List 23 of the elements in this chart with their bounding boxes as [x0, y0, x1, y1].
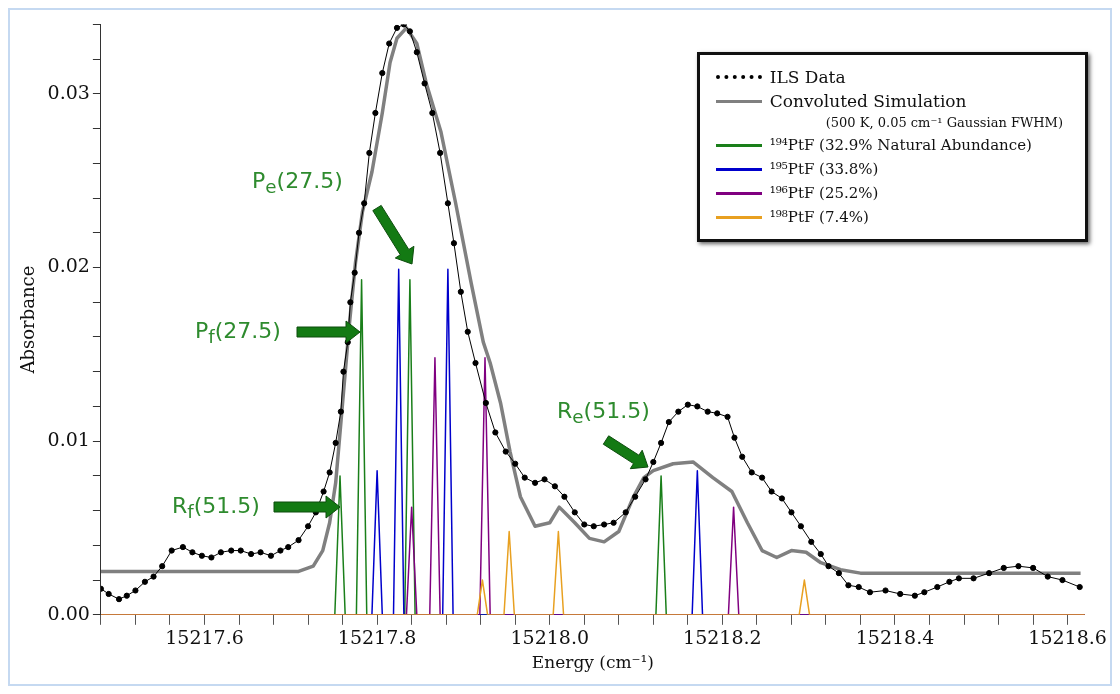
- legend-label: Convoluted Simulation: [769, 90, 967, 113]
- x-tick-label: 15218.2: [683, 626, 762, 649]
- y-tick-label: 0.02: [47, 254, 90, 277]
- legend-label: ¹⁹⁵PtF (33.8%): [769, 159, 879, 180]
- x-tick-label: 15218.6: [1028, 626, 1107, 649]
- x-tick-label: 15218.0: [510, 626, 590, 649]
- annotation: R$_{f}$(51.5): [172, 492, 260, 527]
- x-axis-title: Energy (cm⁻¹): [531, 652, 654, 673]
- annotation: P$_{e}$(27.5): [252, 167, 343, 202]
- legend-label: ¹⁹⁴PtF (32.9% Natural Abundance): [769, 135, 1032, 156]
- legend-label: ILS Data: [769, 66, 846, 89]
- annotation: (500 K, 0.05 cm⁻¹ Gaussian FWHM): [824, 114, 1063, 132]
- y-tick-label: 0.03: [47, 80, 90, 103]
- legend-label: ¹⁹⁶PtF (25.2%): [769, 183, 879, 204]
- legend-label: ¹⁹⁸PtF (7.4%): [769, 207, 869, 228]
- annotation: R$_{e}$(51.5): [557, 397, 650, 432]
- x-tick-label: 15218.4: [855, 626, 935, 649]
- x-tick-label: 15217.8: [337, 626, 417, 649]
- y-tick-label: 0.01: [47, 428, 90, 451]
- annotation: P$_{f}$(27.5): [195, 317, 281, 352]
- x-tick-label: 15217.6: [165, 626, 244, 649]
- y-tick-label: 0.00: [47, 601, 90, 624]
- y-axis-title: Absorbance: [17, 265, 39, 375]
